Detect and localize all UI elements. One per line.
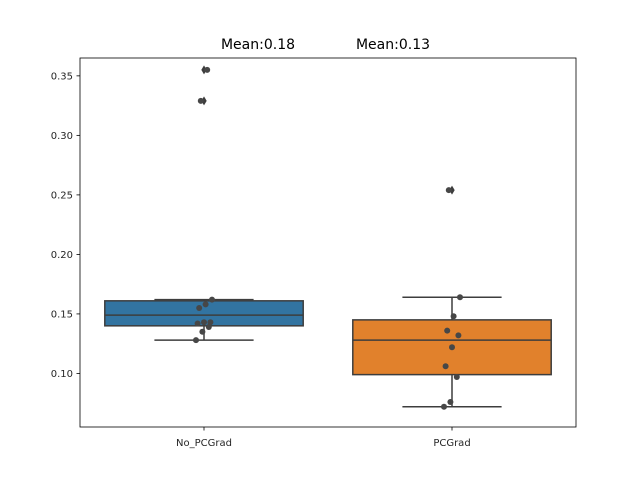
y-tick-label: 0.35	[51, 71, 73, 82]
annotations: Mean:0.18 Mean:0.13	[221, 37, 430, 53]
x-axis: No_PCGrad PCGrad	[176, 427, 471, 449]
plot-frame	[79, 57, 577, 428]
outlier-marker	[201, 96, 207, 106]
swarm-point	[449, 344, 455, 351]
swarm-point	[209, 296, 215, 303]
swarm-point	[445, 187, 452, 194]
y-tick-label: 0.15	[51, 309, 73, 320]
swarm-point	[204, 66, 211, 73]
swarm-point	[199, 328, 206, 335]
swarm-point	[207, 319, 214, 326]
swarm-point	[457, 294, 463, 301]
y-tick-label: 0.25	[51, 190, 73, 201]
swarm-point	[450, 313, 457, 320]
x-tick-label: No_PCGrad	[176, 438, 232, 449]
swarm-point	[447, 399, 454, 406]
plot-area	[104, 65, 552, 410]
swarm-point	[193, 337, 199, 344]
swarm-point	[196, 304, 203, 311]
y-axis: 0.10 0.15 0.20 0.25 0.30 0.35	[51, 71, 80, 380]
y-tick-label: 0.10	[51, 369, 73, 380]
y-tick-label: 0.20	[51, 250, 73, 261]
swarm-point	[453, 374, 460, 381]
swarm-point	[197, 97, 204, 104]
swarm-point	[444, 327, 451, 334]
mean-annotation-no-pcgrad: Mean:0.18	[221, 37, 295, 53]
x-tick-label: PCGrad	[433, 438, 470, 449]
y-tick-label: 0.30	[51, 131, 73, 142]
swarm-point	[194, 320, 201, 327]
swarm-point	[455, 332, 462, 339]
swarm-point	[202, 301, 209, 308]
mean-annotation-pcgrad: Mean:0.13	[356, 37, 430, 53]
outlier-marker	[201, 65, 207, 75]
swarm-point	[205, 324, 212, 331]
swarm-point	[201, 319, 207, 326]
box-group-pcgrad	[352, 185, 552, 410]
swarm-point	[441, 403, 447, 410]
box-group-no-pcgrad	[104, 65, 304, 344]
swarm-point	[442, 363, 449, 370]
